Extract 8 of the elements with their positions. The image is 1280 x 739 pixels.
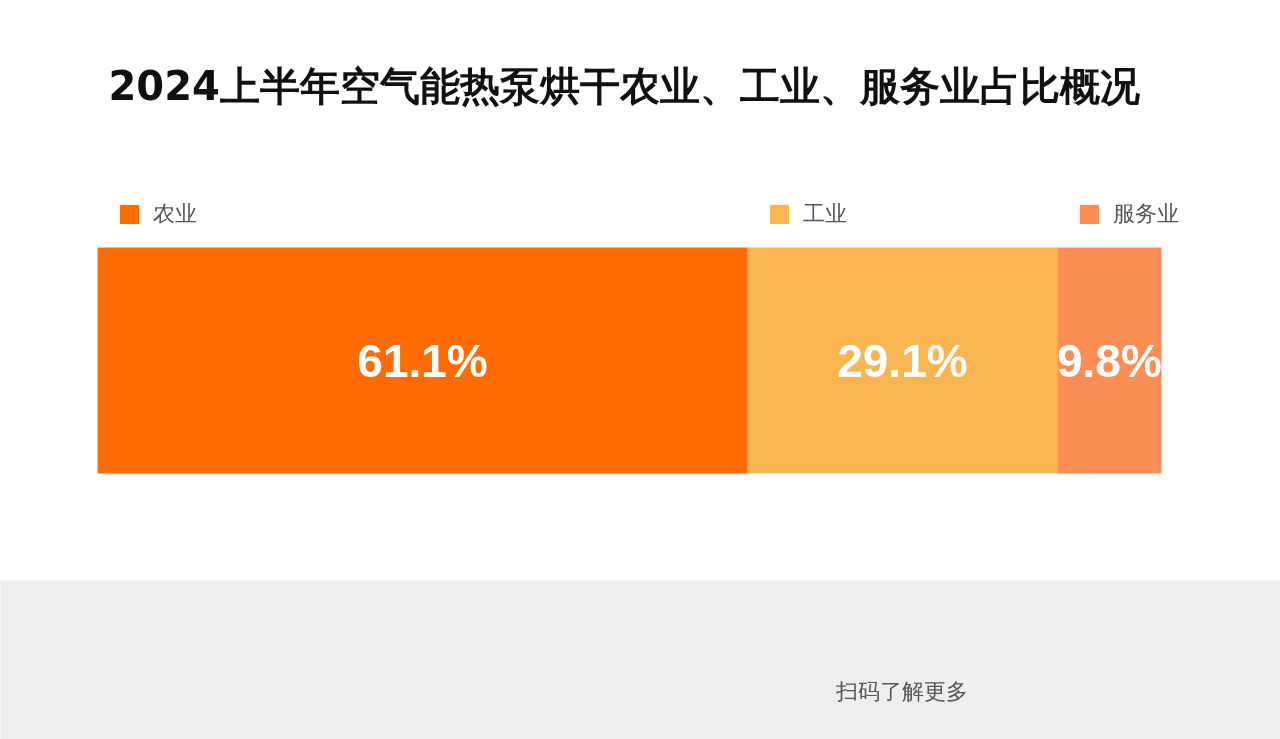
legend-label: 服务业 (1112, 200, 1179, 228)
legend-label: 工业 (803, 200, 848, 228)
chart-title: 2024上半年空气能热泵烘干农业、工业、服务业占比概况 (108, 62, 1140, 109)
data-label: 9.8% (1056, 334, 1162, 387)
data-label: 29.1% (837, 334, 968, 387)
legend-label: 农业 (153, 200, 197, 228)
data-label: 61.1% (357, 334, 488, 387)
text: 扫码了解更多 (834, 679, 968, 704)
